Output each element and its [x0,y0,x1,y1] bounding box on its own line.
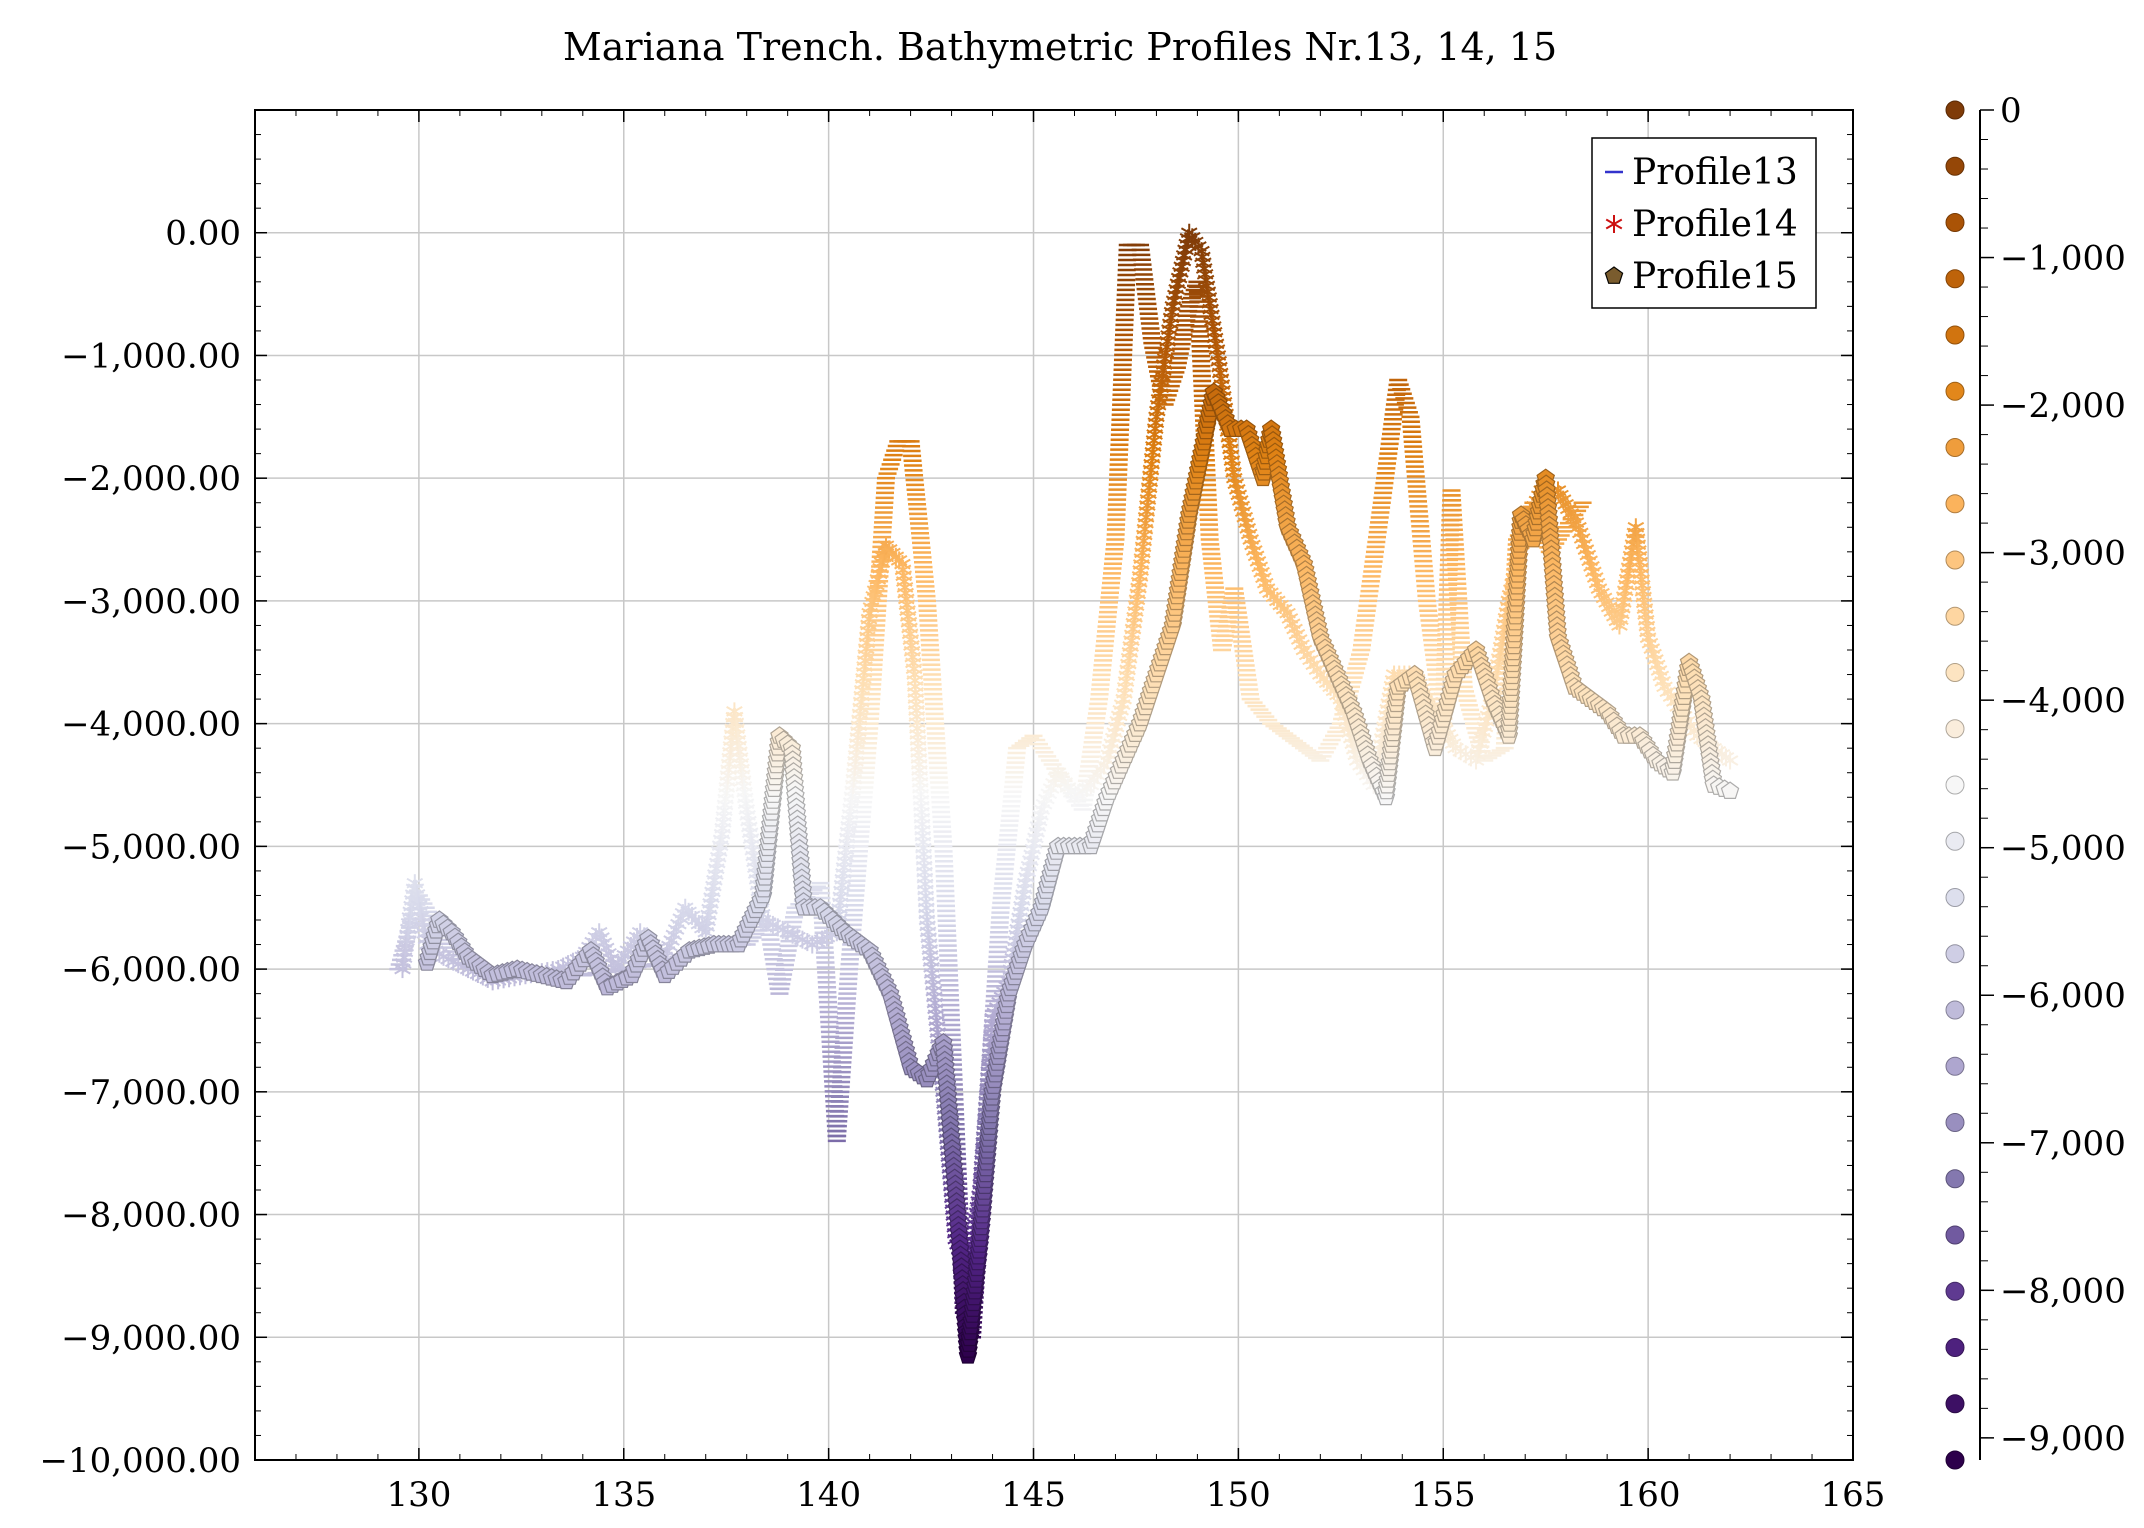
colorbar-tick-label: −3,000 [2000,534,2126,574]
data-point [1721,751,1739,770]
colorbar-tick-label: 0 [2000,91,2022,131]
y-tick-label: 0.00 [165,214,241,254]
y-tick-label: −5,000.00 [61,827,241,867]
colorbar-swatch [1945,1338,1965,1357]
y-tick-label: −2,000.00 [61,459,241,499]
legend-label: Profile15 [1632,256,1798,297]
colorbar-swatch [1945,1394,1965,1414]
colorbar-tick-label: −6,000 [2000,976,2126,1016]
y-tick-label: −8,000.00 [61,1196,241,1236]
legend-label: Profile14 [1632,204,1798,245]
colorbar-tick-label: −5,000 [2000,829,2126,869]
colorbar-swatch [1945,944,1965,964]
colorbar-swatch [1945,1056,1965,1076]
y-tick-label: −10,000.00 [39,1441,241,1481]
colorbar-swatch [1945,1000,1965,1020]
chart-title: Mariana Trench. Bathymetric Profiles Nr.… [563,25,1557,69]
colorbar-swatch [1945,719,1965,739]
y-tick-label: −4,000.00 [61,705,241,745]
legend-box [1591,137,1817,309]
x-tick-label: 145 [1001,1475,1066,1515]
y-tick-label: −7,000.00 [61,1073,241,1113]
colorbar-swatch [1945,325,1965,345]
series-profile15 [417,382,1740,1364]
colorbar-swatch [1945,888,1965,907]
y-tick-label: −9,000.00 [61,1318,241,1358]
x-tick-label: 130 [386,1475,451,1515]
colorbar-swatch [1945,213,1965,232]
colorbar-swatch [1945,1450,1965,1470]
legend-marker [1605,215,1623,233]
axis-ticks: 130 135 140 145 150 155 160 165 0.00 −1,000.00 −2,… [39,109,1886,1515]
x-tick-label: 165 [1821,1475,1886,1515]
series-layer [389,223,1740,1364]
colorbar-tick-label: −8,000 [2000,1271,2126,1311]
x-tick-label: 160 [1616,1475,1681,1515]
colorbar-swatch [1945,606,1965,626]
colorbar-swatch [1945,550,1965,570]
colorbar-swatch [1945,269,1965,289]
colorbar: 0 −1,000 −2,000 −3,000 −4,000 −5,000 −6,000 −7,… [1945,91,2126,1470]
colorbar-tick-label: −4,000 [2000,681,2126,721]
series-profile14 [394,223,1739,1285]
y-tick-label: −1,000.00 [61,336,241,376]
colorbar-swatch [1945,831,1965,851]
colorbar-swatch [1945,381,1965,401]
colorbar-tick-label: −7,000 [2000,1124,2126,1164]
series-profile13 [389,243,1592,1339]
plot-frame [254,109,1854,1461]
legend-label: Profile13 [1632,152,1798,193]
legend: Profile13 Profile14 Profile15 [1591,137,1817,309]
colorbar-swatch [1945,663,1965,682]
y-tick-label: −3,000.00 [61,582,241,622]
colorbar-swatch [1945,1281,1965,1301]
colorbar-swatch [1945,494,1965,514]
colorbar-tick-label: −1,000 [2000,239,2126,279]
colorbar-swatch [1945,100,1965,120]
x-tick-label: 150 [1206,1475,1271,1515]
x-tick-label: 155 [1411,1475,1476,1515]
y-tick-label: −6,000.00 [61,950,241,990]
colorbar-swatch [1945,1113,1965,1132]
x-tick-label: 135 [591,1475,656,1515]
colorbar-swatch [1945,1169,1965,1189]
colorbar-tick-label: −2,000 [2000,386,2126,426]
x-tick-label: 140 [796,1475,861,1515]
colorbar-swatch [1945,1225,1965,1245]
legend-marker [1604,266,1624,284]
colorbar-swatch [1945,775,1965,795]
colorbar-swatch [1945,156,1965,176]
colorbar-swatch [1945,438,1965,457]
colorbar-tick-label: −9,000 [2000,1419,2126,1459]
data-point [1720,781,1740,799]
